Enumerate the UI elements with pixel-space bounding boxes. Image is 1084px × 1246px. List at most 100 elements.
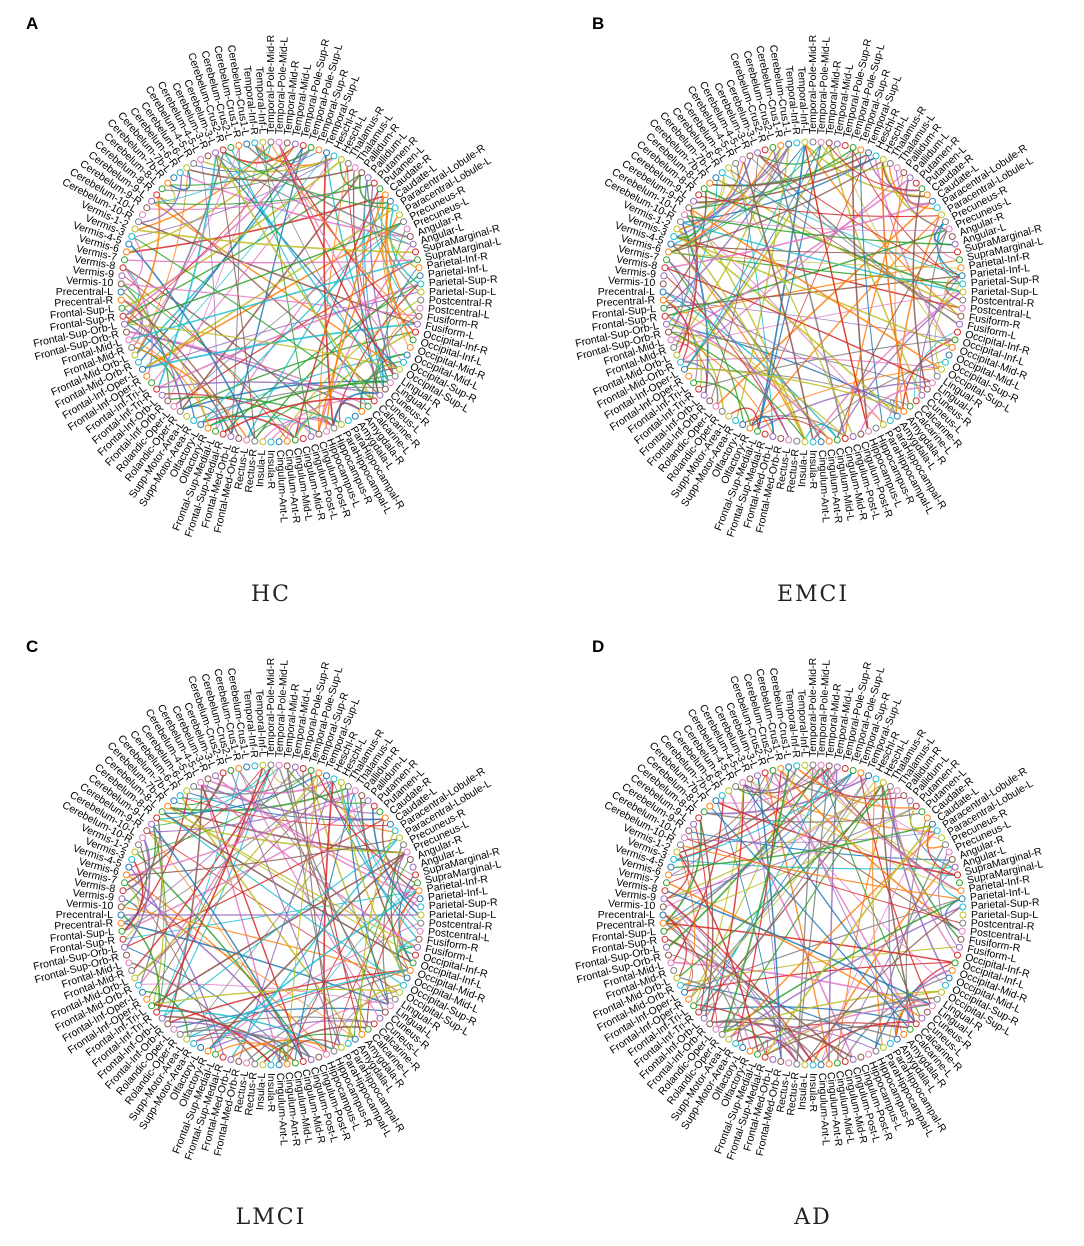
region-label: Temporal-Pole-Mid-L — [273, 36, 290, 134]
region-node — [125, 863, 133, 871]
connection-line — [286, 421, 312, 440]
region-node — [769, 433, 777, 440]
region-node — [956, 879, 963, 887]
region-node — [396, 211, 403, 219]
connection-line — [682, 360, 719, 405]
region-node — [712, 797, 720, 805]
connection-line — [317, 215, 399, 433]
connection-line — [153, 143, 272, 203]
region-node — [376, 1014, 384, 1022]
region-node — [337, 421, 345, 428]
connection-line — [700, 338, 954, 389]
region-node — [364, 1025, 372, 1033]
region-node — [857, 146, 865, 154]
connection-line — [382, 267, 418, 388]
connection-line — [757, 154, 961, 277]
region-node — [176, 169, 184, 177]
connection-line — [670, 852, 689, 876]
connection-line — [201, 415, 296, 439]
region-node — [323, 149, 330, 157]
region-label: Vermis-10 — [608, 898, 656, 913]
connection-line — [867, 154, 921, 192]
region-node — [951, 336, 959, 344]
connection-line — [757, 145, 838, 165]
connection-line — [201, 783, 280, 1063]
connection-line — [668, 259, 745, 423]
connection-line — [666, 267, 932, 383]
region-node — [739, 421, 747, 428]
connection-line — [148, 831, 399, 992]
connection-line — [163, 766, 272, 1018]
region-node — [954, 328, 961, 336]
connection-line — [672, 797, 725, 963]
region-node — [376, 808, 384, 816]
region-label: Insula-R — [265, 1073, 277, 1113]
connection-line — [215, 195, 385, 430]
connection-line — [678, 976, 822, 1064]
region-node — [315, 430, 323, 438]
region-label: Parietal-Sup-R — [970, 273, 1040, 289]
region-node — [695, 191, 703, 199]
connection-line — [128, 838, 398, 876]
connection-line — [664, 783, 883, 908]
region-node — [923, 385, 931, 393]
region-label: Precentral-L — [598, 909, 655, 921]
region-node — [125, 240, 133, 248]
region-node — [665, 871, 672, 879]
region-node — [121, 256, 128, 264]
region-node — [243, 763, 251, 771]
connection-line — [230, 772, 341, 1047]
region-node — [183, 1035, 191, 1043]
connection-line — [246, 969, 409, 1062]
region-node — [315, 146, 323, 154]
region-node — [391, 372, 399, 380]
region-node — [825, 437, 833, 445]
region-node — [417, 288, 425, 296]
connection-line — [144, 322, 416, 370]
connection-line — [294, 330, 414, 439]
region-node — [416, 927, 424, 935]
connection-line — [723, 173, 961, 277]
region-node — [170, 1025, 178, 1033]
region-node — [849, 767, 857, 774]
region-node — [739, 156, 747, 163]
connection-line — [664, 914, 687, 978]
region-node — [190, 783, 198, 790]
connection-line — [736, 770, 782, 1042]
connection-line — [181, 796, 389, 827]
region-node — [337, 779, 345, 786]
connection-line — [729, 169, 960, 317]
region-node — [370, 179, 378, 187]
region-node — [945, 351, 953, 359]
region-label: Precentral-L — [56, 286, 113, 298]
connection-line — [123, 922, 390, 1006]
connection-line — [148, 184, 373, 211]
region-node — [872, 1047, 880, 1055]
connection-line — [690, 148, 853, 210]
region-node — [809, 438, 817, 446]
region-node — [681, 211, 688, 219]
connection-line — [169, 148, 311, 186]
region-node — [801, 438, 809, 446]
region-node — [754, 427, 761, 435]
region-label: Parietal-Sup-R — [970, 896, 1040, 912]
region-node — [212, 1050, 219, 1058]
connection-line — [672, 244, 956, 254]
region-node — [170, 174, 178, 182]
region-label: Temporal-Pole-Mid-R — [807, 34, 819, 134]
region-node — [938, 988, 945, 996]
region-node — [251, 762, 259, 770]
region-node — [259, 761, 267, 769]
region-node — [841, 1058, 849, 1065]
region-node — [959, 911, 967, 919]
region-node — [153, 1008, 161, 1016]
region-node — [267, 438, 275, 446]
region-label: Rectus-R — [243, 448, 260, 493]
region-node — [725, 164, 733, 172]
region-node — [118, 272, 126, 280]
region-node — [817, 761, 825, 769]
region-node — [117, 296, 125, 304]
connection-line — [670, 149, 775, 254]
connection-line — [675, 157, 752, 238]
connection-line — [690, 780, 876, 999]
